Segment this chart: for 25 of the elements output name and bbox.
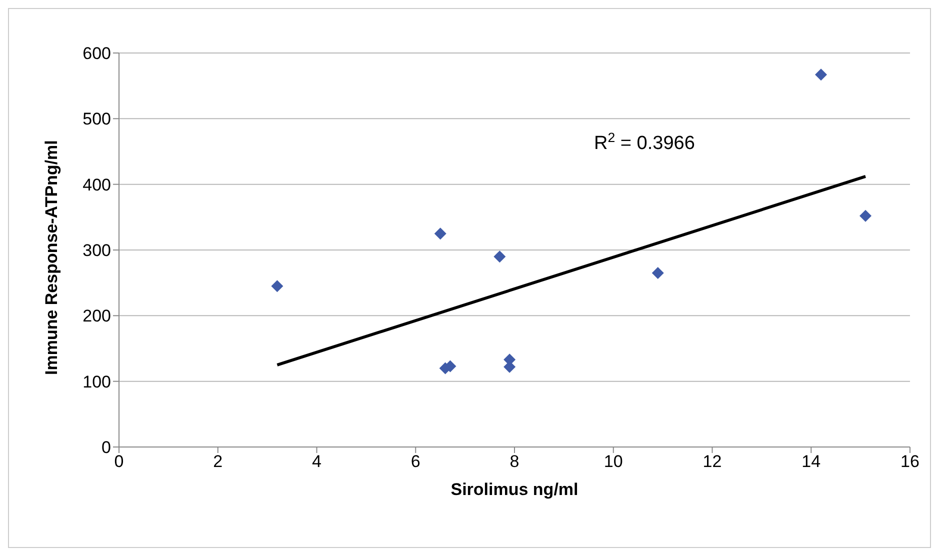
x-tick-label: 4 bbox=[312, 452, 322, 472]
x-tick-label: 16 bbox=[900, 452, 920, 472]
y-tick-label: 300 bbox=[82, 241, 111, 260]
x-tick-label: 2 bbox=[213, 452, 223, 472]
point bbox=[860, 210, 872, 222]
x-tick-label: 14 bbox=[802, 452, 821, 472]
y-tick-label: 0 bbox=[102, 438, 111, 458]
x-tick-label: 12 bbox=[702, 452, 722, 472]
y-tick-label: 600 bbox=[82, 44, 111, 64]
point bbox=[815, 68, 828, 81]
x-tick-label: 10 bbox=[604, 452, 623, 472]
x-axis-title: Sirolimus ng/ml bbox=[450, 480, 578, 499]
y-tick-label: 100 bbox=[82, 372, 111, 392]
y-axis-title: Immune Response-ATPng/ml bbox=[42, 140, 62, 375]
point bbox=[434, 228, 446, 240]
point bbox=[494, 250, 506, 263]
annotation: R$^{2}$ = 0.3966 bbox=[594, 130, 695, 154]
point bbox=[271, 280, 284, 292]
y-tick-label: 400 bbox=[82, 175, 111, 194]
x-tick-label: 0 bbox=[114, 452, 124, 472]
y-tick-label: 200 bbox=[82, 306, 111, 326]
point bbox=[652, 266, 664, 279]
x-tick-label: 6 bbox=[410, 452, 420, 472]
x-tick-label: 8 bbox=[510, 452, 520, 472]
y-tick-label: 500 bbox=[82, 110, 111, 129]
